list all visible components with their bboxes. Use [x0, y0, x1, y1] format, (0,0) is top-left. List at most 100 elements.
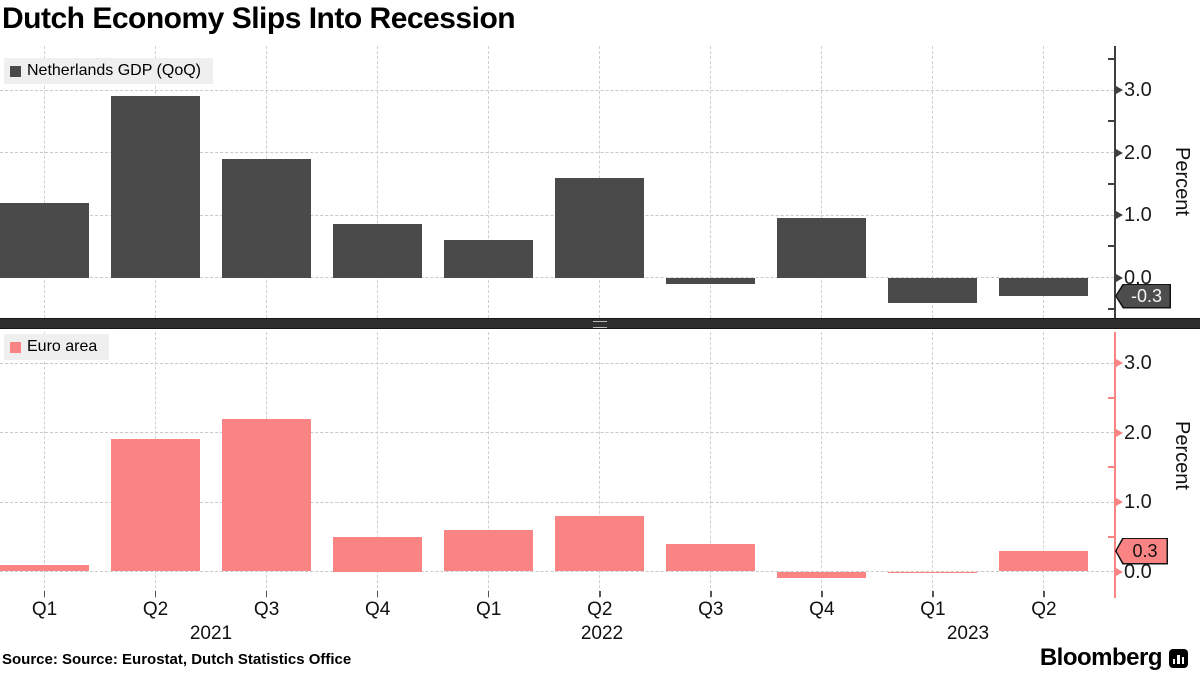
gridline-horizontal [0, 362, 1114, 364]
x-axis-quarter-label: Q2 [1031, 599, 1057, 620]
y-axis-tick-label: 0.0 [1124, 560, 1152, 583]
y-axis-major-tick [1116, 148, 1123, 157]
x-axis-quarter-label: Q2 [587, 599, 613, 620]
bloomberg-brand: Bloomberg [1040, 644, 1188, 672]
bar-q2-2023[interactable] [999, 277, 1089, 297]
x-axis-tick [821, 591, 823, 597]
last-value-tag: 0.3 [1115, 537, 1168, 565]
x-axis-quarter-label: Q1 [920, 599, 946, 620]
gridline-vertical [710, 46, 712, 318]
gridline-vertical [488, 46, 490, 318]
bar-q1-2021[interactable] [0, 202, 89, 278]
bar-q1-2023[interactable] [888, 277, 978, 303]
y-axis-minor-tick [1108, 466, 1114, 469]
y-axis-major-tick [1116, 428, 1123, 437]
y-axis-major-tick [1116, 273, 1123, 282]
y-axis-minor-tick [1108, 182, 1114, 185]
y-axis-tick-label: 0.0 [1124, 266, 1152, 289]
y-axis-major-tick [1116, 498, 1123, 506]
source-note: Source: Source: Eurostat, Dutch Statisti… [2, 651, 352, 668]
y-axis-major-tick [1116, 567, 1123, 576]
last-value-tag-label: -0.3 [1116, 285, 1170, 307]
x-axis-quarter-label: Q4 [364, 599, 391, 620]
bloomberg-chart-icon [1169, 648, 1188, 668]
bar-q1-2022[interactable] [444, 240, 534, 278]
y-axis-tick-label: 2.0 [1124, 421, 1152, 444]
y-axis-minor-tick [1108, 245, 1114, 248]
divider-grip-icon[interactable] [593, 321, 607, 328]
bar-q3-2021[interactable] [222, 418, 312, 572]
bar-q4-2022[interactable] [777, 218, 867, 278]
x-axis-tick [710, 591, 712, 597]
gridline-vertical [710, 332, 712, 598]
bar-q4-2021[interactable] [333, 536, 423, 572]
y-axis-tick-label: 2.0 [1124, 141, 1152, 164]
bar-q1-2022[interactable] [444, 529, 534, 572]
gridline-vertical [1043, 46, 1045, 318]
x-axis-tick [154, 591, 157, 597]
gridline-vertical [821, 46, 823, 318]
y-axis-minor-tick [1108, 120, 1114, 123]
y-axis-line [1114, 46, 1116, 318]
bar-q2-2022[interactable] [555, 515, 645, 572]
gridline-horizontal [0, 277, 1114, 278]
gridline-horizontal [0, 501, 1114, 503]
legend-label-euro-area: Euro area [27, 338, 98, 355]
gridline-vertical [44, 46, 45, 318]
bar-q2-2021[interactable] [111, 96, 201, 278]
gridline-vertical [1043, 332, 1045, 598]
legend-label-netherlands: Netherlands GDP (QoQ) [27, 62, 201, 79]
gridline-vertical [377, 46, 379, 318]
gridline-horizontal [0, 432, 1114, 433]
x-axis-quarter-label: Q1 [31, 599, 58, 620]
y-axis-tick-label: 3.0 [1124, 79, 1152, 101]
x-axis-tick [376, 591, 379, 597]
gridline-vertical [599, 332, 601, 598]
x-axis-quarter-label: Q3 [253, 599, 280, 620]
bar-q2-2022[interactable] [555, 177, 645, 278]
y-axis-minor-tick [1108, 535, 1114, 538]
last-value-tag: -0.3 [1115, 283, 1171, 309]
bar-q1-2023[interactable] [888, 571, 978, 573]
gridline-vertical [44, 332, 45, 598]
bloomberg-wordmark: Bloomberg [1039, 644, 1163, 671]
x-axis-tick [43, 591, 46, 597]
y-axis-title: Percent [1171, 421, 1193, 490]
x-axis-quarter-label: Q3 [698, 599, 724, 620]
gridline-vertical [821, 332, 823, 598]
x-axis-tick [932, 591, 934, 597]
gridline-horizontal [0, 571, 1114, 572]
last-value-tag-label: 0.3 [1116, 539, 1167, 563]
x-axis-quarter-label: Q2 [142, 599, 169, 620]
x-axis-year-label: 2021 [189, 623, 233, 644]
gridline-vertical [377, 332, 379, 598]
gridline-horizontal [0, 89, 1114, 91]
bar-q3-2022[interactable] [666, 543, 756, 572]
bar-q3-2021[interactable] [222, 158, 312, 278]
gridline-vertical [932, 332, 934, 598]
panel-divider[interactable] [0, 318, 1200, 329]
y-axis-major-tick [1116, 86, 1123, 94]
x-axis-tick [265, 591, 268, 597]
x-axis-quarter-label: Q4 [809, 599, 835, 620]
legend-euro-area[interactable]: Euro area [4, 334, 110, 360]
bar-q2-2023[interactable] [999, 550, 1089, 572]
gridline-vertical [932, 46, 934, 318]
y-axis-major-tick [1116, 359, 1123, 367]
x-axis-tick [1043, 591, 1045, 597]
y-axis-tick-label: 3.0 [1124, 352, 1152, 374]
bar-q1-2021[interactable] [0, 564, 89, 572]
bar-q4-2022[interactable] [777, 571, 867, 579]
y-axis-minor-tick [1108, 307, 1114, 310]
y-axis-tick-label: 1.0 [1124, 491, 1152, 513]
bar-q2-2021[interactable] [111, 439, 201, 572]
y-axis-line [1114, 332, 1116, 598]
bar-q4-2021[interactable] [333, 224, 423, 278]
y-axis-minor-tick [1108, 57, 1114, 60]
gridline-horizontal [0, 152, 1114, 153]
bar-q3-2022[interactable] [666, 277, 756, 284]
y-axis-minor-tick [1108, 396, 1114, 399]
legend-netherlands[interactable]: Netherlands GDP (QoQ) [4, 58, 213, 84]
